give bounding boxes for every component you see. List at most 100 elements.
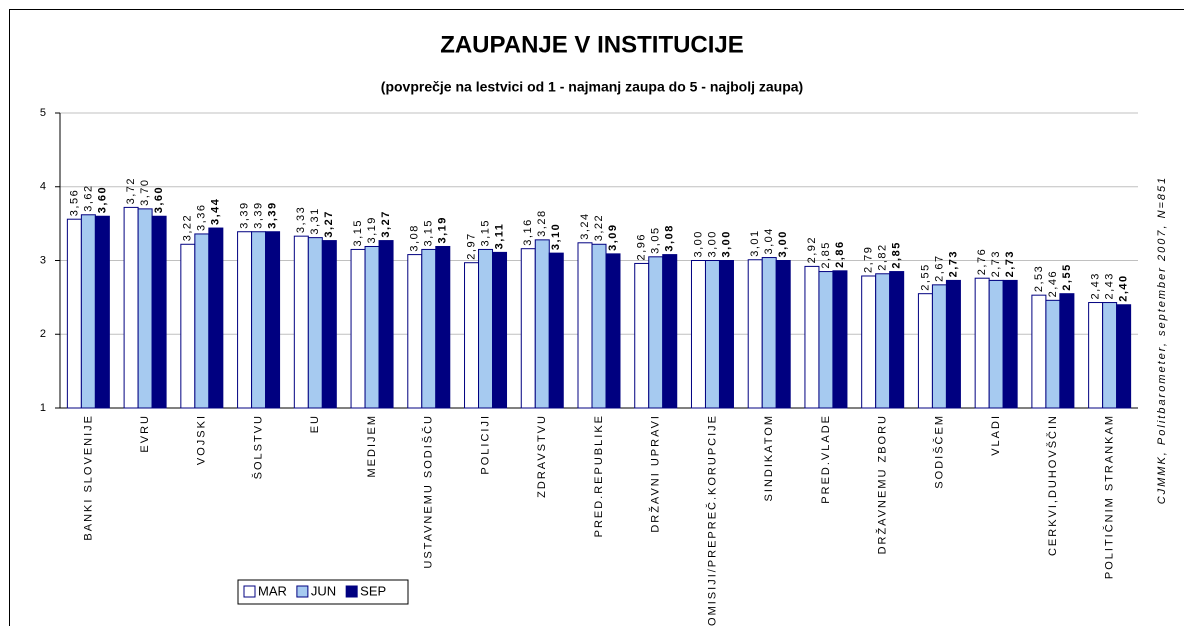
value-label: 2,67 (933, 254, 945, 281)
x-tick-label: USTAVNEMU SODIŠČU (422, 414, 435, 569)
x-tick-label: PRED.VLADE (820, 414, 832, 504)
value-label: 3,27 (380, 210, 392, 237)
value-label: 2,85 (820, 241, 832, 268)
bar (804, 265, 820, 409)
bar (66, 218, 82, 409)
chart-subtitle: (povprečje na lestvici od 1 - najmanj za… (381, 79, 803, 95)
bar (94, 215, 110, 409)
value-label: 3,09 (607, 223, 619, 250)
bar (818, 271, 834, 409)
value-label: 3,33 (295, 206, 307, 233)
bar (591, 243, 607, 409)
x-tick-label: DRŽAVNEMU ZBORU (876, 414, 889, 554)
value-label: 2,76 (976, 248, 988, 275)
bar (478, 248, 494, 409)
value-label: 3,22 (182, 214, 194, 241)
value-label: 2,55 (1061, 263, 1073, 290)
legend-box (237, 579, 409, 605)
legend-swatch (296, 585, 309, 598)
value-label: 3,00 (720, 230, 732, 257)
y-tick-label: 1 (40, 402, 46, 414)
value-label: 3,15 (423, 219, 435, 246)
x-tick-label: KOMISIJI/PREPREČ.KORUPCIJE (705, 414, 718, 626)
bar (1102, 302, 1118, 409)
bar (137, 208, 153, 409)
bar (534, 239, 550, 409)
bar (208, 227, 224, 409)
value-label: 2,82 (877, 243, 889, 270)
bar (1031, 294, 1047, 409)
value-label: 2,79 (863, 246, 875, 273)
bar (80, 214, 96, 409)
bar (1002, 279, 1018, 409)
value-label: 3,00 (706, 230, 718, 257)
x-tick-label: VOJSKI (196, 414, 208, 465)
value-label: 3,72 (125, 177, 137, 204)
bar (775, 260, 791, 409)
legend-swatch (345, 585, 358, 598)
bar (307, 237, 323, 409)
value-label: 3,01 (749, 229, 761, 256)
bar (520, 248, 536, 409)
bar (321, 240, 337, 409)
bar (634, 262, 650, 409)
x-tick-label: SODIŠČEM (932, 414, 945, 489)
bar (378, 240, 394, 409)
value-label: 2,53 (1033, 265, 1045, 292)
bar (861, 275, 877, 409)
x-tick-label: PRED.REPUBLIKE (593, 414, 605, 537)
bar (548, 252, 564, 409)
x-tick-label: EVRU (139, 414, 151, 453)
legend-label: MAR (258, 583, 287, 598)
value-label: 3,15 (479, 219, 491, 246)
x-tick-label: SINDIKATOM (763, 414, 775, 501)
bar (1045, 299, 1061, 409)
value-label: 3,39 (266, 201, 278, 228)
value-label: 2,97 (465, 232, 477, 259)
x-tick-label: POLITIČNIM STRANKAM (1103, 414, 1116, 579)
bar (974, 277, 990, 409)
bar (690, 260, 706, 409)
value-label: 3,19 (437, 216, 449, 243)
x-tick-label: ZDRAVSTVU (536, 414, 548, 498)
bar (293, 235, 309, 409)
bar (1088, 302, 1104, 409)
bar (605, 253, 621, 409)
bar (265, 231, 281, 409)
chart-title: ZAUPANJE V INSTITUCIJE (440, 31, 744, 58)
bar (718, 260, 734, 409)
bar (350, 248, 366, 409)
bar (704, 260, 720, 409)
value-label: 3,39 (252, 201, 264, 228)
value-label: 3,39 (238, 201, 250, 228)
value-label: 3,44 (210, 198, 222, 225)
value-label: 3,19 (366, 216, 378, 243)
bar (123, 206, 139, 409)
bar (931, 284, 947, 409)
bar (492, 251, 508, 409)
bar (917, 293, 933, 409)
value-label: 3,36 (196, 204, 208, 231)
value-label: 3,22 (593, 214, 605, 241)
value-label: 3,05 (650, 226, 662, 253)
value-label: 2,43 (1090, 272, 1102, 299)
x-tick-label: MEDIJEM (366, 414, 378, 478)
bar (1116, 304, 1132, 409)
bar (421, 248, 437, 409)
value-label: 3,62 (82, 184, 94, 211)
bar (180, 243, 196, 409)
x-tick-label: VLADI (990, 414, 1002, 456)
y-tick-label: 2 (40, 328, 46, 340)
value-label: 2,73 (947, 250, 959, 277)
value-label: 2,85 (891, 241, 903, 268)
y-tick-label: 4 (40, 181, 46, 193)
bar (761, 257, 777, 409)
value-label: 2,55 (919, 263, 931, 290)
bar (194, 233, 210, 409)
x-tick-label: DRŽAVNI UPRAVI (649, 414, 662, 533)
legend-label: SEP (360, 583, 386, 598)
value-label: 3,56 (68, 189, 80, 216)
bar (832, 270, 848, 409)
value-label: 3,28 (536, 209, 548, 236)
